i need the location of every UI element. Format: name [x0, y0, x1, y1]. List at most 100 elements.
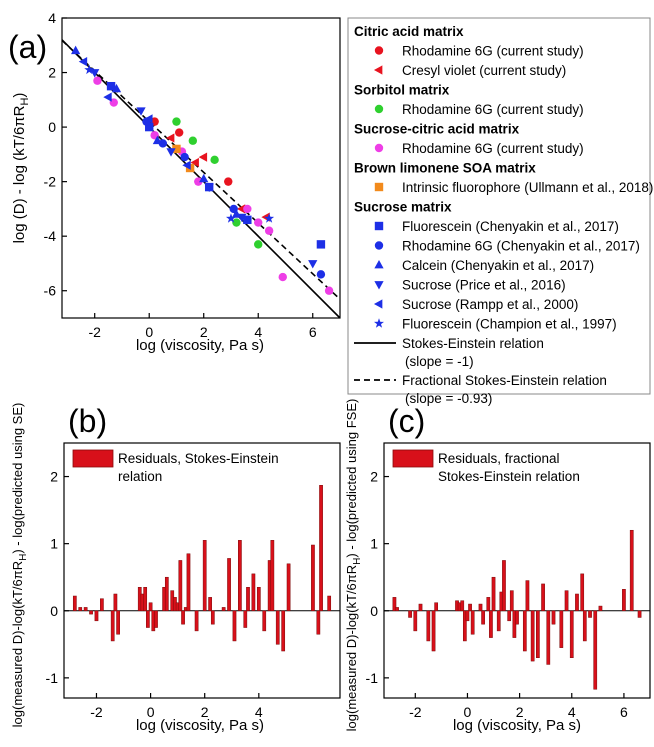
scatter-points-a — [71, 45, 334, 295]
residual-bar — [232, 610, 237, 642]
panel-label-c: (c) — [388, 403, 425, 439]
residual-bar — [622, 589, 626, 612]
legend-header: Sorbitol matrix — [354, 83, 450, 98]
residual-bar — [83, 607, 88, 612]
legend-swatch-b — [72, 449, 114, 468]
data-point — [84, 64, 95, 75]
residual-bar — [202, 540, 207, 612]
data-point — [264, 213, 275, 223]
data-point — [236, 204, 246, 214]
residual-bar — [582, 610, 587, 642]
residual-bar — [238, 540, 242, 612]
y-axis-label-c: log(measured D)-log(kT/6πRH) - log(predi… — [344, 399, 363, 732]
data-point — [111, 83, 122, 93]
plot-frame-c — [383, 442, 651, 699]
legend-header: Brown limonene SOA matrix — [354, 161, 536, 176]
residual-bar — [551, 610, 556, 625]
data-point — [188, 136, 198, 145]
residual-bars-c — [384, 529, 650, 690]
residual-bar — [262, 610, 267, 632]
residual-bar — [525, 580, 530, 612]
data-point — [264, 226, 274, 235]
residual-bar — [431, 610, 436, 652]
residual-bar — [275, 610, 280, 645]
data-point — [194, 177, 203, 186]
plot-frame-b — [63, 442, 341, 699]
y-axis-b: -1 0 1 2 — [46, 469, 69, 686]
data-point — [174, 128, 184, 137]
residual-bar — [327, 595, 332, 612]
x-tick-label: 4 — [568, 704, 576, 720]
fse-line — [61, 39, 341, 300]
x-axis-label-a: log (viscosity, Pa s) — [136, 337, 264, 354]
residual-bar — [509, 590, 514, 612]
panel-a: (a) -6 -4 -2 0 2 4 -2 0 2 4 6 log (viscosity, Pa … — [8, 10, 341, 354]
residual-bar — [588, 610, 592, 618]
residual-bar — [154, 610, 158, 628]
residual-bar — [116, 610, 120, 635]
legend-entry: Sucrose (Rampp et al., 2000) — [402, 297, 578, 312]
residual-bar — [316, 610, 321, 635]
residual-bar — [100, 598, 104, 612]
residual-bar — [418, 603, 423, 612]
y-tick-label: -2 — [44, 174, 57, 190]
legend-text-c-2: Stokes-Einstein relation — [438, 469, 580, 484]
y-axis-a: -6 -4 -2 0 2 4 — [44, 10, 67, 299]
panel-label-b: (b) — [68, 403, 107, 439]
y-axis-label-b: log(measured D)-log(kT/6πRH) - log(predi… — [10, 403, 29, 728]
x-axis-a: -2 0 2 4 6 — [88, 313, 317, 340]
legend-entry: Intrinsic fluorophore (Ullmann et al., 2… — [402, 180, 653, 195]
residual-bar — [541, 583, 545, 612]
data-point — [316, 240, 326, 249]
residual-bar — [286, 563, 291, 612]
residual-bar — [210, 610, 215, 625]
data-point — [106, 81, 116, 91]
legend-header: Citric acid matrix — [354, 24, 464, 39]
data-point — [78, 57, 88, 67]
legend-entry: Fluorescein (Chenyakin et al., 2017) — [402, 219, 619, 234]
residual-bar — [569, 610, 574, 658]
panel-label-a: (a) — [8, 29, 47, 65]
data-point — [103, 92, 112, 102]
data-point — [324, 286, 334, 295]
data-point — [172, 144, 181, 154]
residual-bar — [486, 597, 491, 612]
y-tick-label: 1 — [50, 536, 58, 552]
data-point — [198, 152, 208, 162]
legend-text-b-2: relation — [118, 469, 162, 484]
legend-entry: Sucrose (Price et al., 2016) — [402, 278, 566, 293]
x-tick-label: 2 — [200, 324, 208, 340]
data-point — [199, 173, 209, 183]
residual-bar — [637, 610, 642, 618]
residual-bar — [515, 610, 519, 625]
x-tick-label: 4 — [255, 704, 263, 720]
data-point — [225, 213, 236, 223]
residual-bar — [502, 560, 506, 612]
residual-bar — [536, 610, 540, 658]
residual-bar — [270, 540, 275, 612]
residual-bar — [89, 610, 93, 615]
legend-entry: Rhodamine 6G (current study) — [402, 44, 584, 59]
legend-marker — [374, 318, 384, 328]
y-tick-label: 4 — [48, 10, 56, 26]
residual-bar — [251, 573, 256, 612]
legend-marker — [374, 281, 384, 290]
x-tick-label: -2 — [90, 704, 103, 720]
data-point — [152, 135, 163, 145]
legend-swatch-c — [392, 449, 434, 468]
data-point — [232, 218, 241, 227]
data-point — [254, 218, 263, 227]
legend-box-a — [347, 17, 651, 395]
x-axis-label-b: log (viscosity, Pa s) — [136, 717, 264, 734]
x-axis-c: -2 0 2 4 6 — [409, 693, 628, 720]
data-point — [243, 204, 252, 214]
data-point — [166, 148, 176, 157]
x-tick-label: -2 — [88, 324, 101, 340]
residual-bar — [395, 607, 399, 612]
residual-bar — [413, 610, 418, 632]
legend-marker — [374, 221, 384, 231]
data-point — [224, 177, 233, 186]
legend-marker — [374, 104, 384, 114]
residual-bars-b — [64, 485, 340, 652]
